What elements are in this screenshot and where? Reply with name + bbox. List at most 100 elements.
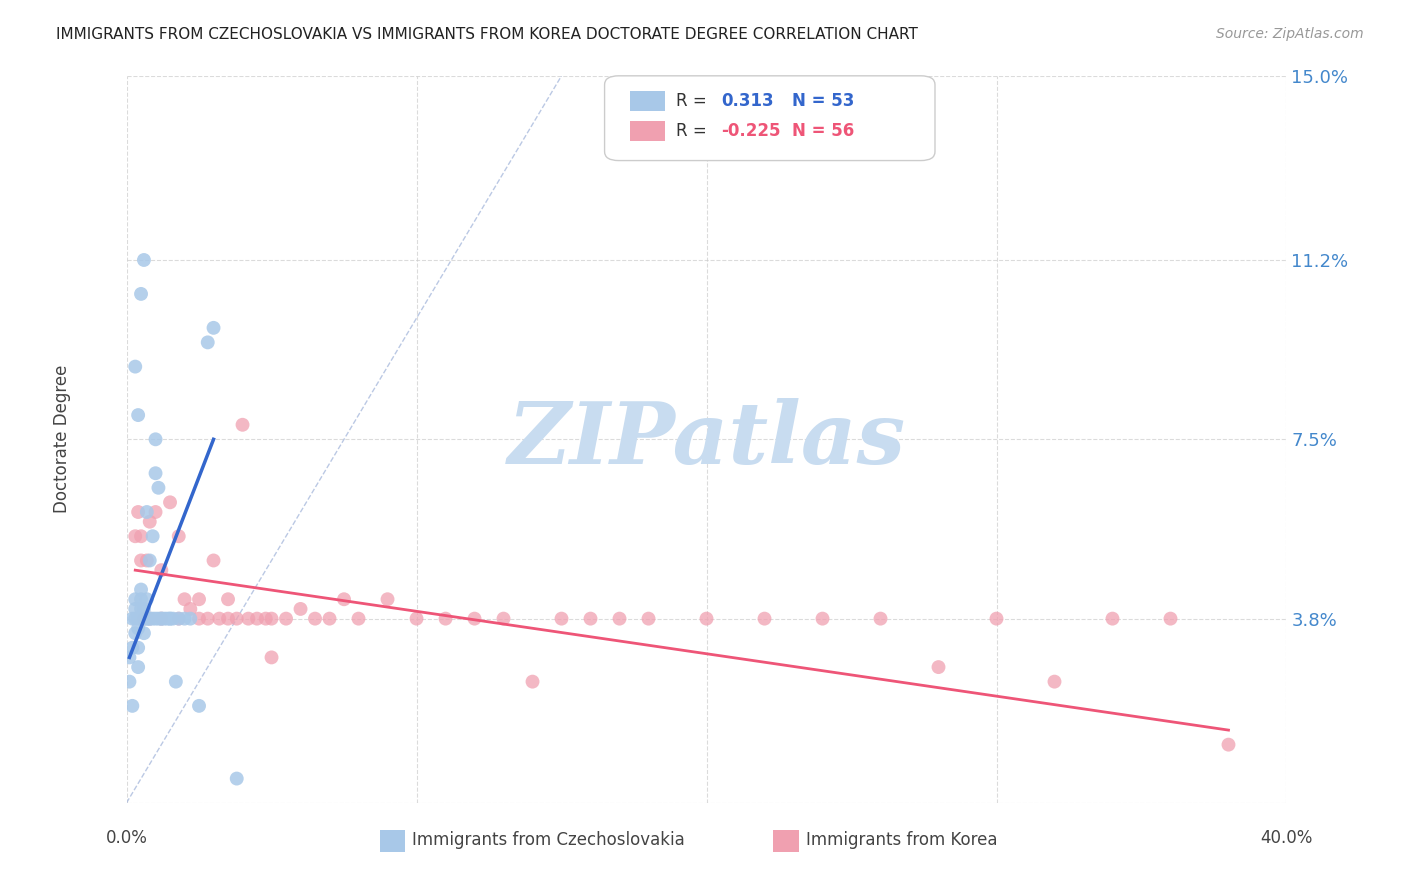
Point: [167, 612, 190, 626]
Text: 0.0%: 0.0%: [105, 829, 148, 847]
Point: [118, 650, 141, 665]
Point: [150, 612, 173, 626]
Point: [142, 612, 165, 626]
Point: [231, 417, 254, 432]
Point: [159, 612, 181, 626]
Point: [304, 612, 326, 626]
Point: [492, 612, 515, 626]
Point: [159, 495, 181, 509]
Point: [1101, 612, 1123, 626]
Point: [188, 698, 211, 713]
Point: [550, 612, 572, 626]
Point: [405, 612, 427, 626]
Point: [127, 640, 149, 655]
Text: ZIPatlas: ZIPatlas: [508, 398, 905, 481]
Point: [129, 582, 152, 597]
Point: [347, 612, 370, 626]
Point: [254, 612, 277, 626]
Point: [138, 553, 162, 567]
Point: [1043, 674, 1066, 689]
Point: [127, 612, 149, 626]
Text: R =: R =: [676, 122, 713, 140]
Point: [129, 612, 152, 626]
Point: [202, 321, 225, 335]
Point: [197, 612, 219, 626]
Point: [121, 640, 143, 655]
Point: [132, 626, 155, 640]
Text: Immigrants from Czechoslovakia: Immigrants from Czechoslovakia: [412, 831, 685, 849]
Point: [145, 612, 167, 626]
Point: [333, 592, 356, 607]
Point: [129, 286, 152, 301]
Text: 40.0%: 40.0%: [1260, 829, 1313, 847]
Point: [225, 772, 247, 786]
Point: [150, 612, 173, 626]
Point: [121, 698, 143, 713]
Point: [118, 674, 141, 689]
Point: [377, 592, 399, 607]
Point: [188, 592, 211, 607]
Point: [135, 553, 157, 567]
Text: IMMIGRANTS FROM CZECHOSLOVAKIA VS IMMIGRANTS FROM KOREA DOCTORATE DEGREE CORRELA: IMMIGRANTS FROM CZECHOSLOVAKIA VS IMMIGR…: [56, 27, 918, 42]
Point: [132, 252, 155, 267]
Text: Source: ZipAtlas.com: Source: ZipAtlas.com: [1216, 27, 1364, 41]
Point: [135, 592, 157, 607]
Point: [124, 626, 146, 640]
Point: [260, 612, 283, 626]
Point: [138, 612, 162, 626]
Point: [754, 612, 776, 626]
Point: [135, 505, 157, 519]
Text: Immigrants from Korea: Immigrants from Korea: [806, 831, 997, 849]
Point: [129, 602, 152, 616]
Point: [124, 602, 146, 616]
Point: [150, 563, 173, 577]
Point: [145, 467, 167, 481]
Point: [121, 612, 143, 626]
Point: [127, 505, 149, 519]
Point: [138, 515, 162, 529]
Point: [197, 335, 219, 350]
Point: [274, 612, 297, 626]
Point: [173, 612, 195, 626]
Y-axis label: Doctorate Degree: Doctorate Degree: [53, 365, 70, 514]
Point: [217, 612, 239, 626]
Point: [208, 612, 231, 626]
Text: -0.225: -0.225: [721, 122, 780, 140]
Point: [138, 612, 162, 626]
Point: [260, 650, 283, 665]
Point: [1159, 612, 1181, 626]
Point: [167, 529, 190, 543]
Point: [127, 660, 149, 674]
Point: [162, 612, 184, 626]
Point: [132, 612, 155, 626]
Point: [138, 612, 162, 626]
Point: [145, 505, 167, 519]
Point: [179, 602, 201, 616]
Point: [696, 612, 718, 626]
Point: [225, 612, 247, 626]
Point: [246, 612, 269, 626]
Point: [811, 612, 834, 626]
Point: [434, 612, 457, 626]
Point: [464, 612, 486, 626]
Point: [145, 432, 167, 446]
Point: [135, 612, 157, 626]
Point: [167, 612, 190, 626]
Text: N = 53: N = 53: [792, 92, 853, 110]
Point: [153, 612, 176, 626]
Point: [217, 592, 239, 607]
Point: [127, 408, 149, 422]
Point: [173, 592, 195, 607]
Point: [127, 621, 149, 635]
Text: 0.313: 0.313: [721, 92, 773, 110]
Point: [132, 612, 155, 626]
Point: [124, 592, 146, 607]
Point: [579, 612, 602, 626]
Point: [202, 553, 225, 567]
Point: [132, 602, 155, 616]
Point: [124, 359, 146, 374]
Point: [159, 612, 181, 626]
Point: [928, 660, 950, 674]
Point: [1218, 738, 1240, 752]
Point: [637, 612, 659, 626]
